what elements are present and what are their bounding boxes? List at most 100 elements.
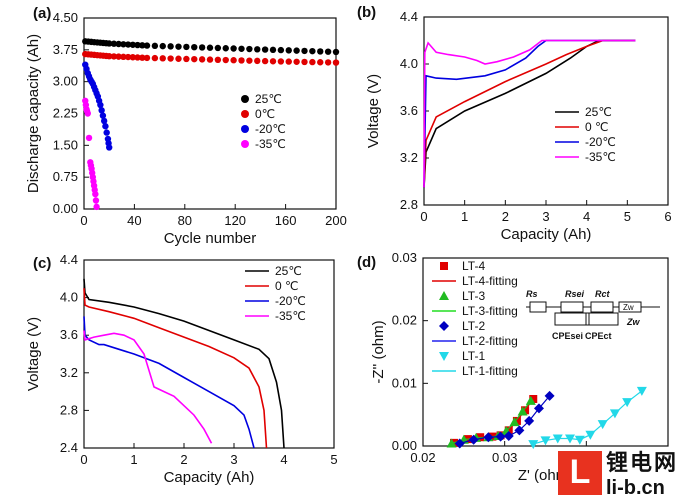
panel-1-point	[285, 47, 292, 54]
panel-2-ylabel: Voltage (V)	[365, 74, 382, 148]
watermark-chinese: 锂电网	[605, 451, 678, 476]
panel-1-label: (a)	[33, 5, 51, 22]
panel-3-ytick-label: 3.6	[60, 327, 78, 342]
panel-2-xtick-label: 6	[664, 209, 671, 224]
panel-1-point	[277, 58, 285, 65]
panel-1-point	[309, 58, 316, 66]
panel-2-ytick-label: 2.8	[400, 197, 418, 212]
panel-2-series-line	[423, 39, 636, 188]
watermark-logo: L	[557, 450, 602, 495]
panel-4-legend-marker	[439, 321, 449, 331]
panel-1-point	[110, 40, 118, 47]
panel-3-legend-text: -35℃	[275, 309, 306, 323]
panel-1-legend-marker	[241, 95, 249, 103]
panel-1-point	[110, 53, 118, 60]
panel-1-point	[301, 47, 308, 55]
panel-2-ytick-label: 3.6	[400, 103, 418, 118]
panel-1-point	[269, 46, 277, 54]
panel-1-point	[97, 101, 104, 109]
panel-1-point	[317, 48, 324, 55]
panel-4-legend-text: LT-3-fitting	[462, 304, 518, 318]
panel-1-point	[269, 58, 277, 65]
panel-3-xtick-label: 4	[280, 452, 287, 467]
panel-4-ytick-label: 0.03	[392, 250, 417, 265]
panel-2-xtick-label: 0	[420, 209, 427, 224]
panel-1-legend-marker	[241, 140, 249, 148]
panel-1-point	[124, 41, 132, 48]
panel-1-point	[93, 203, 100, 211]
panel-1-point	[285, 58, 292, 65]
panel-1-point	[277, 46, 285, 54]
panel-1-legend-marker	[241, 110, 249, 118]
panel-3-ylabel: Voltage (V)	[25, 317, 42, 391]
panel-4-ylabel: -Z'' (ohm)	[370, 320, 387, 383]
panel-1-point	[206, 44, 214, 51]
panel-1-point	[183, 43, 190, 51]
panel-1-point	[129, 54, 137, 61]
panel-3-xtick-label: 1	[130, 452, 137, 467]
panel-1-point	[124, 53, 132, 61]
panel-4-circuit-cpe	[585, 312, 619, 326]
panel-1-xlabel: Cycle number	[164, 230, 257, 247]
panel-3-ytick-label: 2.8	[60, 402, 78, 417]
panel-1-point	[139, 54, 146, 61]
panel-4-frame	[422, 257, 669, 447]
panel-4-legend-text: LT-4-fitting	[462, 274, 518, 288]
panel-3-xtick-label: 0	[80, 452, 87, 467]
panel-1-ylabel: Discharge capacity (Ah)	[25, 34, 42, 193]
panel-3-xlabel: Capacity (Ah)	[164, 469, 255, 486]
panel-1-point	[206, 56, 214, 63]
panel-1-point	[214, 56, 222, 64]
panel-1-point	[115, 40, 122, 48]
panel-4-legend-text: LT-2	[462, 319, 485, 333]
panel-4-legend-marker	[439, 352, 449, 361]
panel-1-point	[324, 48, 332, 55]
panel-1-point	[120, 53, 127, 61]
panel-3-xtick-label: 5	[330, 452, 337, 467]
panel-1-point	[222, 45, 229, 52]
panel-3-xtick-label: 2	[180, 452, 187, 467]
panel-4-circuit-label: Zw	[623, 303, 634, 312]
panel-4-legend-text: LT-1	[462, 349, 485, 363]
panel-2-legend-text: 0 ℃	[585, 120, 608, 134]
panel-2-xtick-label: 1	[461, 209, 468, 224]
panel-1-xtick-label: 200	[325, 213, 347, 228]
panel-1-point	[332, 59, 340, 66]
panel-1-point	[301, 58, 308, 66]
panel-4-circuit-element	[618, 301, 642, 313]
panel-2-ytick-label: 4.4	[400, 9, 418, 24]
panel-1-point	[167, 55, 174, 62]
panel-1-point	[100, 117, 108, 125]
panel-1-point	[198, 44, 206, 51]
panel-1-point	[175, 43, 182, 50]
panel-2-legend-text: 25℃	[585, 105, 612, 119]
panel-3-xtick-label: 3	[230, 452, 237, 467]
panel-1-point	[134, 54, 141, 61]
panel-4-circuit-label: Rs	[526, 289, 538, 299]
panel-2-xtick-label: 4	[583, 209, 590, 224]
panel-1-point	[261, 57, 269, 65]
panel-3-legend-text: 25℃	[275, 264, 302, 278]
panel-1-point	[129, 41, 137, 48]
panel-4-circuit-element	[529, 301, 547, 313]
panel-3-ytick-label: 2.4	[60, 440, 78, 455]
panel-4-label: (d)	[357, 254, 376, 271]
panel-1-point	[115, 53, 122, 60]
panel-4-circuit-cpe	[554, 312, 590, 326]
panel-1-point	[198, 56, 206, 63]
panel-1-point	[151, 42, 159, 50]
panel-2-xlabel: Capacity (Ah)	[501, 226, 592, 243]
panel-3-legend-text: 0 ℃	[275, 279, 298, 293]
panel-4-fit-line	[533, 390, 643, 445]
panel-1-point	[151, 54, 159, 62]
panel-3-ytick-label: 3.2	[60, 365, 78, 380]
panel-4-xtick-label: 0.02	[410, 450, 435, 465]
panel-1-xtick-label: 40	[127, 213, 141, 228]
panel-4-point	[454, 438, 465, 449]
panel-4-circuit-label: CPEct	[585, 331, 612, 341]
panel-4-legend-text: LT-4	[462, 259, 485, 273]
panel-1-point	[106, 40, 113, 47]
panel-1-point	[92, 190, 99, 198]
panel-4-legend-marker	[440, 262, 448, 270]
watermark-url: li-b.cn	[605, 477, 665, 499]
